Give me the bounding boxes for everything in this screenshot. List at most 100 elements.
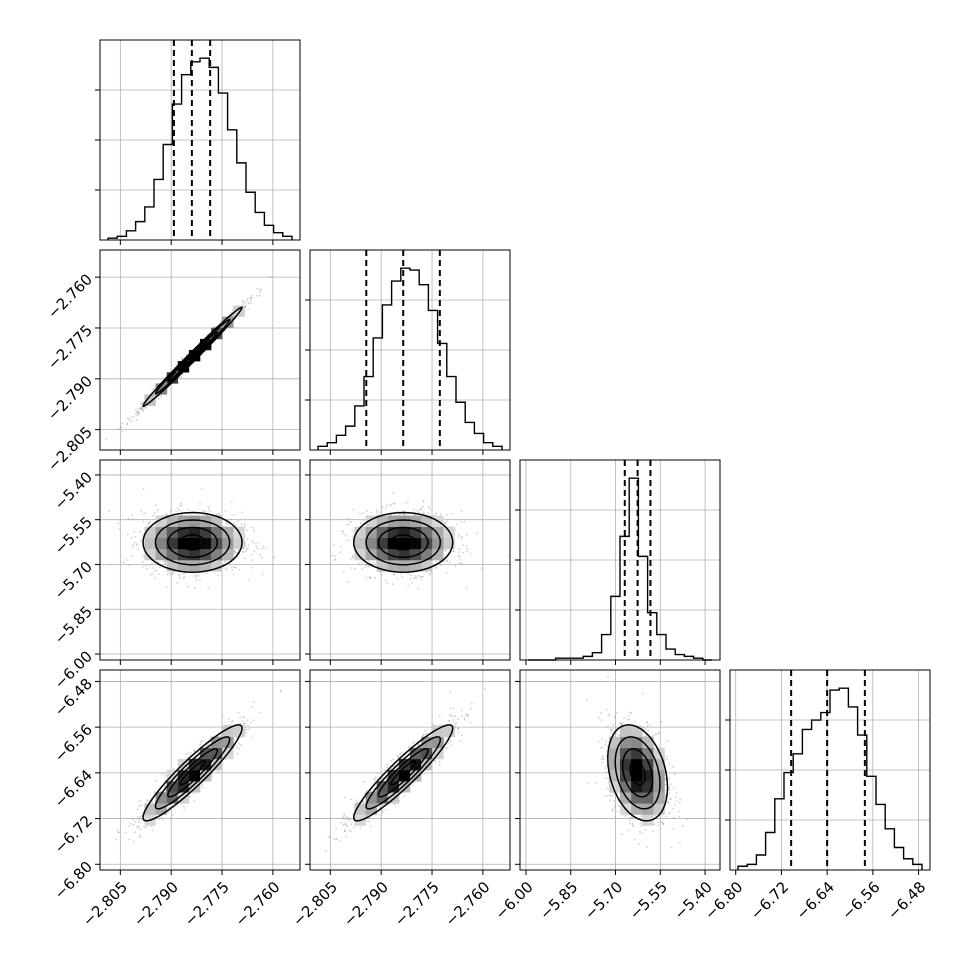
scatter-point [160,773,163,775]
scatter-point [393,502,396,505]
scatter-point [139,800,142,802]
scatter-point [390,504,392,507]
scatter-point [362,512,365,515]
scatter-point [156,508,159,511]
scatter-point [456,523,458,526]
scatter-point [171,573,174,576]
contour-line-1 [167,526,219,559]
scatter-point [460,510,463,512]
scatter-point [141,401,144,404]
scatter-point [130,536,133,539]
scatter-point [465,545,468,547]
scatter-point [154,779,157,782]
scatter-point [461,536,464,538]
scatter-point [444,522,447,525]
contour-line-2 [365,519,442,566]
density-cell [421,548,433,561]
density-cell [211,560,223,572]
scatter-point [179,577,181,579]
scatter-point [164,513,167,516]
scatter-point [246,528,249,531]
scatter-point [145,799,148,802]
scatter-point [180,376,183,379]
histogram-panel-2 [515,459,721,661]
scatter-point [371,511,373,514]
scatter-point [144,512,147,515]
scatter-point [137,548,140,551]
scatter-point [350,521,352,523]
scatter-point [368,576,371,579]
scatter-point [416,509,419,512]
scatter-point [138,818,140,820]
scatter-point [243,551,245,553]
scatter-point [231,720,234,723]
scatter-point [428,572,431,575]
scatter-point [142,554,144,557]
scatter-point [117,831,119,834]
density-cell [211,515,223,527]
density-cell [432,526,444,539]
scatter-point [407,585,410,588]
scatter-point [374,576,377,579]
scatter-point [249,297,252,299]
scatter-point [139,407,142,410]
scatter-point [401,576,404,578]
scatter-point [351,529,354,532]
scatter-point [265,547,267,550]
scatter-point [150,391,153,394]
scatter-point [169,572,172,575]
scatter-point [260,556,263,559]
scatter-point [251,706,254,708]
scatter-point [154,570,157,573]
density-cell [222,526,234,539]
scatter-point [162,560,165,562]
scatter-point [359,522,362,524]
scatter-point [411,582,413,584]
scatter-point [417,588,420,590]
scatter-point [420,575,423,578]
density-cell [166,560,179,572]
scatter-point [142,520,145,523]
scatter-point [331,554,334,557]
scatter-point [359,512,361,515]
scatter-point [121,430,124,433]
density-cell [398,560,411,572]
scatter-point [242,716,244,718]
scatter-point [128,838,131,841]
scatter-point [439,513,442,515]
scatter-point [256,287,259,290]
scatter-point [251,559,254,562]
scatter-point [334,558,337,561]
scatter-point [415,575,417,577]
scatter-point [352,556,355,559]
scatter-point [136,816,139,818]
scatter-point [179,502,182,505]
density-cell [177,537,190,550]
scatter-point [126,423,128,426]
scatter-point [172,814,174,816]
scatter-point [141,533,144,536]
scatter-point [416,577,419,580]
scatter-point [366,510,368,513]
density-cell [177,526,190,539]
scatter-point [402,510,404,513]
contour-line-1 [377,526,429,559]
scatter-point [342,530,344,533]
scatter-point [208,508,210,510]
scatter-point [137,411,140,414]
density-cell [365,526,377,539]
scatter-point [458,562,461,565]
density-cell [398,537,411,550]
scatter-point [140,540,143,542]
scatter-point [178,509,181,512]
scatter-point [253,542,255,545]
scatter-point [248,302,250,305]
scatter-point [407,572,409,575]
scatter-point [144,407,147,409]
scatter-point [213,326,215,328]
scatter-point [105,438,108,440]
scatter-point [243,302,246,304]
scatter-point [124,831,127,834]
scatter-point [225,522,227,525]
density-cell [144,526,156,539]
